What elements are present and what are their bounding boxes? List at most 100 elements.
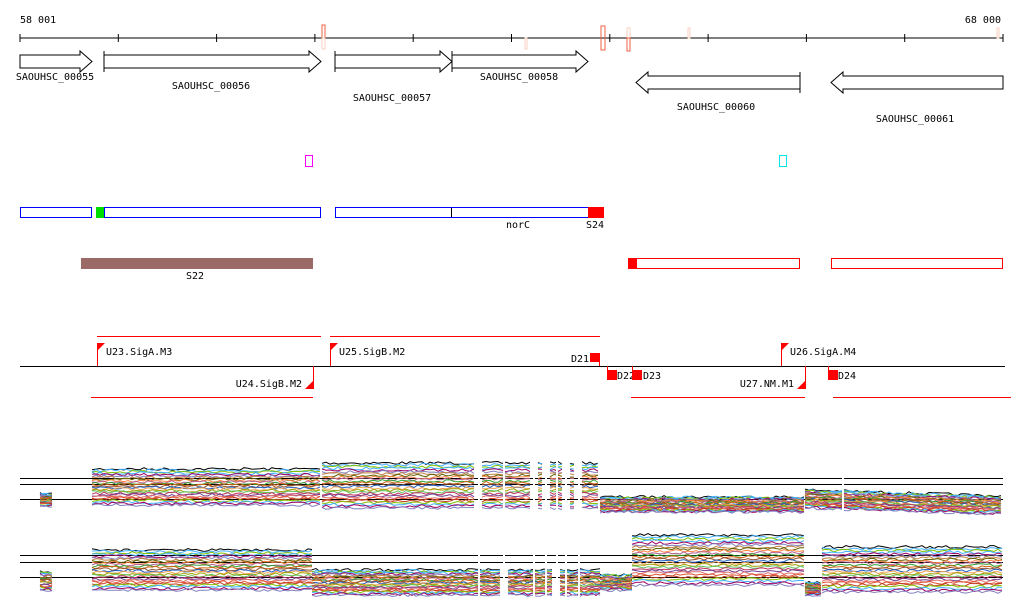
expression-trace <box>311 576 501 581</box>
promoter-U24[interactable]: U24.SigB.M2 <box>236 366 314 390</box>
promoter-U27[interactable]: U27.NM.M1 <box>740 366 806 390</box>
promoter-U23[interactable]: U23.SigA.M3 <box>97 343 172 366</box>
expression-trace <box>581 479 599 483</box>
gene-SAOUHSC_00061[interactable]: SAOUHSC_00061 <box>830 70 1004 125</box>
annotation-feature[interactable] <box>335 207 589 218</box>
annotation-feature-S24[interactable] <box>588 207 604 218</box>
expression-trace <box>599 588 633 593</box>
ruler-end-label: 68 000 <box>965 15 1001 26</box>
expression-trace <box>481 504 531 508</box>
expression-trace <box>91 501 321 506</box>
gene-SAOUHSC_00055[interactable]: SAOUHSC_00055 <box>16 49 94 83</box>
expression-trace <box>821 561 1003 566</box>
gene-SAOUHSC_00056[interactable]: SAOUHSC_00056 <box>103 49 322 92</box>
gene-SAOUHSC_00058[interactable]: SAOUHSC_00058 <box>451 49 589 83</box>
data-gap <box>565 455 567 525</box>
expression-trace <box>631 578 805 583</box>
expression-trace <box>631 540 805 545</box>
expression-trace <box>481 493 531 498</box>
annotation-feature-green[interactable] <box>96 207 104 218</box>
expression-trace <box>569 468 575 472</box>
variant-marker[interactable] <box>626 27 631 39</box>
expression-trace <box>481 506 531 510</box>
variant-marker[interactable] <box>524 37 528 50</box>
expression-trace <box>91 554 313 559</box>
expression-trace <box>481 464 531 469</box>
expression-trace <box>581 488 599 492</box>
expression-trace <box>631 539 805 544</box>
gene-SAOUHSC_00057[interactable]: SAOUHSC_00057 <box>334 49 453 104</box>
terminator-D23[interactable]: D23 <box>632 366 661 382</box>
expression-trace <box>821 588 1003 593</box>
expression-trace <box>821 582 1003 587</box>
expression-trace <box>91 568 313 573</box>
gene-label: SAOUHSC_00060 <box>677 102 755 113</box>
promoter-U26[interactable]: U26.SigA.M4 <box>781 343 856 366</box>
expression-trace <box>91 549 313 554</box>
expression-trace <box>599 574 633 579</box>
segment-feature[interactable] <box>831 258 1003 269</box>
ruler-start-label: 58 001 <box>20 15 56 26</box>
annotation-feature[interactable] <box>20 207 92 218</box>
expression-trace <box>321 482 475 487</box>
expression-trace <box>581 482 599 487</box>
expression-trace <box>632 565 805 569</box>
variant-marker[interactable] <box>321 37 326 50</box>
expression-trace <box>39 502 53 505</box>
feature-marker-cyan[interactable] <box>779 155 787 167</box>
expression-trace <box>821 566 1003 571</box>
expression-trace <box>537 493 543 496</box>
expression-trace <box>599 577 633 582</box>
expression-trace <box>91 575 313 580</box>
expression-trace <box>537 507 543 510</box>
expression-trace <box>507 591 552 595</box>
data-gap <box>565 535 567 605</box>
expression-trace <box>569 483 575 486</box>
expression-trace <box>507 572 553 576</box>
annotation-track: norC S24 <box>20 207 604 231</box>
segment-S22[interactable] <box>81 258 313 269</box>
expression-trace <box>91 557 313 562</box>
expression-trace <box>321 484 474 489</box>
expression-trace <box>569 481 575 484</box>
gene-SAOUHSC_00060[interactable]: SAOUHSC_00060 <box>635 70 801 113</box>
variant-marker[interactable] <box>996 27 1000 39</box>
expression-trace <box>821 557 1003 562</box>
terminator-D21[interactable]: D21 <box>571 353 600 366</box>
terminator-label: D24 <box>838 371 856 382</box>
data-gap <box>578 455 580 525</box>
expression-trace <box>821 568 1003 573</box>
terminator-D22[interactable]: D22 <box>607 366 635 382</box>
expression-trace <box>581 466 599 471</box>
annotation-feature[interactable] <box>104 207 321 218</box>
expression-trace <box>631 546 804 551</box>
expression-plot-reverse <box>20 533 1003 605</box>
expression-trace <box>599 582 633 587</box>
promoter-track: U23.SigA.M3 U25.SigB.M2 U26.SigA.M4 U24.… <box>20 336 1011 398</box>
expression-trace <box>91 573 313 578</box>
segment-feature[interactable] <box>628 258 800 269</box>
expression-trace <box>581 461 599 465</box>
variant-marker[interactable] <box>600 25 606 51</box>
expression-trace <box>507 586 553 591</box>
expression-trace <box>91 472 321 477</box>
expression-trace <box>481 473 531 478</box>
expression-trace <box>821 563 1003 568</box>
expression-trace <box>537 490 543 493</box>
data-gap <box>478 455 480 525</box>
variant-marker[interactable] <box>626 37 631 52</box>
promoter-U25[interactable]: U25.SigB.M2 <box>330 343 405 366</box>
expression-trace <box>481 500 531 505</box>
terminator-D24[interactable]: D24 <box>828 366 856 382</box>
expression-trace <box>599 509 805 514</box>
feature-marker-magenta[interactable] <box>305 155 313 167</box>
variant-marker[interactable] <box>321 24 326 39</box>
expression-plot-forward <box>20 455 1003 525</box>
expression-trace <box>91 497 321 502</box>
variant-marker[interactable] <box>687 27 691 39</box>
expression-trace <box>581 465 599 469</box>
data-gap <box>478 535 480 605</box>
expression-trace <box>507 571 553 575</box>
expression-trace <box>39 504 53 508</box>
